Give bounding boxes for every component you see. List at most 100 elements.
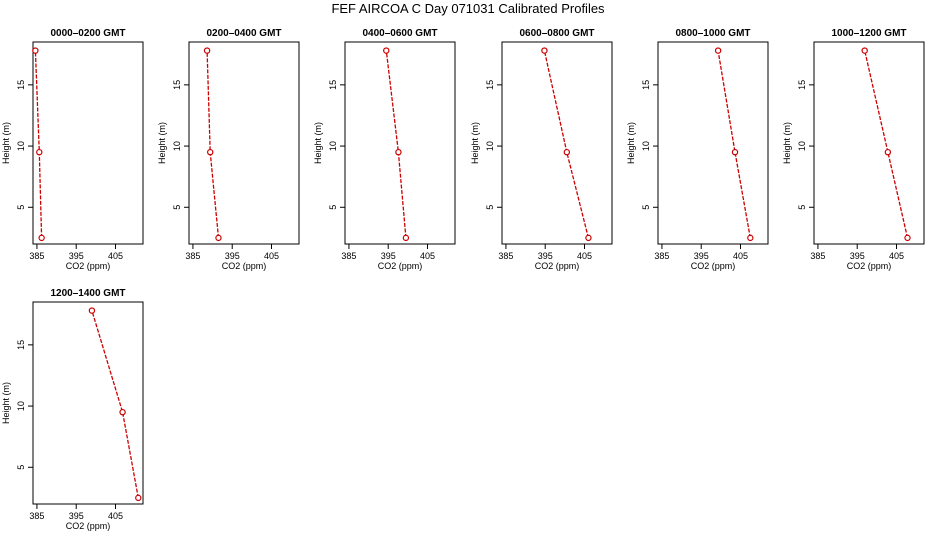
x-tick-label: 385: [498, 251, 513, 261]
x-tick-label: 385: [810, 251, 825, 261]
profile-panel: 1200–1400 GMT 385 395 405 5 10 15 CO2 (ppm) Heig…: [1, 288, 144, 531]
y-tick-label: 10: [797, 141, 807, 151]
y-tick-label: 10: [641, 141, 651, 151]
co2-profile-line: [34, 50, 43, 238]
panel-title: 0200–0400 GMT: [206, 28, 281, 39]
y-tick-label: 10: [328, 141, 338, 151]
x-axis-label: CO2 (ppm): [535, 261, 580, 271]
x-tick-label: 395: [381, 251, 396, 261]
panel-title: 0800–1000 GMT: [675, 28, 750, 39]
co2-profile-line: [385, 50, 407, 238]
y-tick-label: 15: [16, 340, 26, 350]
y-tick-label: 10: [16, 401, 26, 411]
x-tick-label: 405: [264, 251, 279, 261]
x-tick-label: 405: [108, 251, 123, 261]
y-tick-label: 5: [16, 205, 26, 210]
co2-data-point: [135, 494, 142, 502]
co2-data-point: [747, 234, 754, 242]
co2-profile-line: [543, 50, 590, 239]
panels: 0000–0200 GMT 385 395 405 5 10 15 CO2 (ppm) Heig…: [1, 28, 925, 531]
y-tick-label: 15: [16, 80, 26, 90]
co2-data-point: [32, 47, 39, 54]
x-tick-label: 385: [654, 251, 669, 261]
x-tick-label: 385: [185, 251, 200, 261]
x-tick-label: 385: [29, 251, 44, 261]
y-tick-label: 5: [641, 205, 651, 210]
x-tick-label: 385: [29, 511, 44, 521]
y-axis-label: Height (m): [1, 122, 11, 164]
y-tick-label: 5: [172, 205, 182, 210]
y-tick-label: 15: [641, 80, 651, 90]
co2-data-point: [203, 47, 211, 54]
plot-frame: [344, 41, 456, 245]
co2-profile-line: [864, 50, 909, 239]
figure-title: FEF AIRCOA C Day 071031 Calibrated Profi…: [331, 1, 605, 16]
co2-data-point: [36, 148, 43, 156]
co2-data-point: [215, 234, 222, 242]
y-tick-label: 10: [16, 141, 26, 151]
co2-data-point: [541, 47, 548, 54]
y-tick-label: 5: [797, 205, 807, 210]
plot-frame: [188, 41, 300, 245]
x-axis-label: CO2 (ppm): [66, 521, 111, 531]
co2-data-point: [714, 47, 722, 54]
co2-data-point: [207, 148, 214, 156]
co2-profile-line: [717, 50, 751, 239]
y-tick-label: 15: [797, 80, 807, 90]
y-tick-label: 10: [172, 141, 182, 151]
x-tick-label: 395: [850, 251, 865, 261]
x-axis-label: CO2 (ppm): [378, 261, 423, 271]
co2-data-point: [563, 148, 571, 156]
x-tick-label: 405: [889, 251, 904, 261]
panel-title: 0400–0600 GMT: [362, 28, 437, 39]
profile-panel: 0600–0800 GMT 385 395 405 5 10 15 CO2 (ppm) Heig…: [470, 28, 613, 271]
co2-data-point: [402, 234, 410, 242]
profile-panel: 0000–0200 GMT 385 395 405 5 10 15 CO2 (ppm) Heig…: [1, 28, 144, 271]
panel-title: 1200–1400 GMT: [50, 288, 125, 299]
x-tick-label: 395: [225, 251, 240, 261]
y-tick-label: 15: [328, 80, 338, 90]
profile-panel: 0400–0600 GMT 385 395 405 5 10 15 CO2 (ppm) Heig…: [313, 28, 456, 271]
co2-data-point: [119, 408, 126, 416]
x-axis-label: CO2 (ppm): [691, 261, 736, 271]
y-tick-label: 5: [328, 205, 338, 210]
profile-panel: 0800–1000 GMT 385 395 405 5 10 15 CO2 (ppm) Heig…: [626, 28, 769, 271]
x-axis-label: CO2 (ppm): [222, 261, 267, 271]
y-axis-label: Height (m): [157, 122, 167, 164]
co2-data-point: [38, 234, 45, 242]
x-tick-label: 385: [341, 251, 356, 261]
panel-title: 0600–0800 GMT: [519, 28, 594, 39]
plot-frame: [813, 41, 925, 245]
y-tick-label: 15: [485, 80, 495, 90]
y-axis-label: Height (m): [470, 122, 480, 164]
x-tick-label: 405: [577, 251, 592, 261]
plot-frame: [657, 41, 769, 245]
panel-title: 0000–0200 GMT: [50, 28, 125, 39]
profile-panel: 0200–0400 GMT 385 395 405 5 10 15 CO2 (ppm) Heig…: [157, 28, 300, 271]
y-axis-label: Height (m): [626, 122, 636, 164]
co2-data-point: [383, 47, 390, 54]
x-tick-label: 395: [538, 251, 553, 261]
x-tick-label: 395: [69, 511, 84, 521]
co2-data-point: [395, 148, 402, 156]
y-tick-label: 5: [485, 205, 495, 210]
co2-data-point: [731, 148, 739, 156]
x-tick-label: 405: [733, 251, 748, 261]
co2-profile-line: [91, 310, 139, 499]
plot-frame: [32, 301, 144, 505]
x-tick-label: 395: [69, 251, 84, 261]
plot-frame: [32, 41, 144, 245]
co2-profile-line: [206, 50, 220, 238]
x-tick-label: 405: [108, 511, 123, 521]
y-tick-label: 5: [16, 465, 26, 470]
x-axis-label: CO2 (ppm): [847, 261, 892, 271]
co2-data-point: [904, 234, 911, 242]
co2-data-point: [884, 148, 892, 156]
co2-data-point: [88, 307, 96, 314]
x-tick-label: 395: [694, 251, 709, 261]
y-tick-label: 10: [485, 141, 495, 151]
x-tick-label: 405: [420, 251, 435, 261]
plot-frame: [501, 41, 613, 245]
y-axis-label: Height (m): [782, 122, 792, 164]
